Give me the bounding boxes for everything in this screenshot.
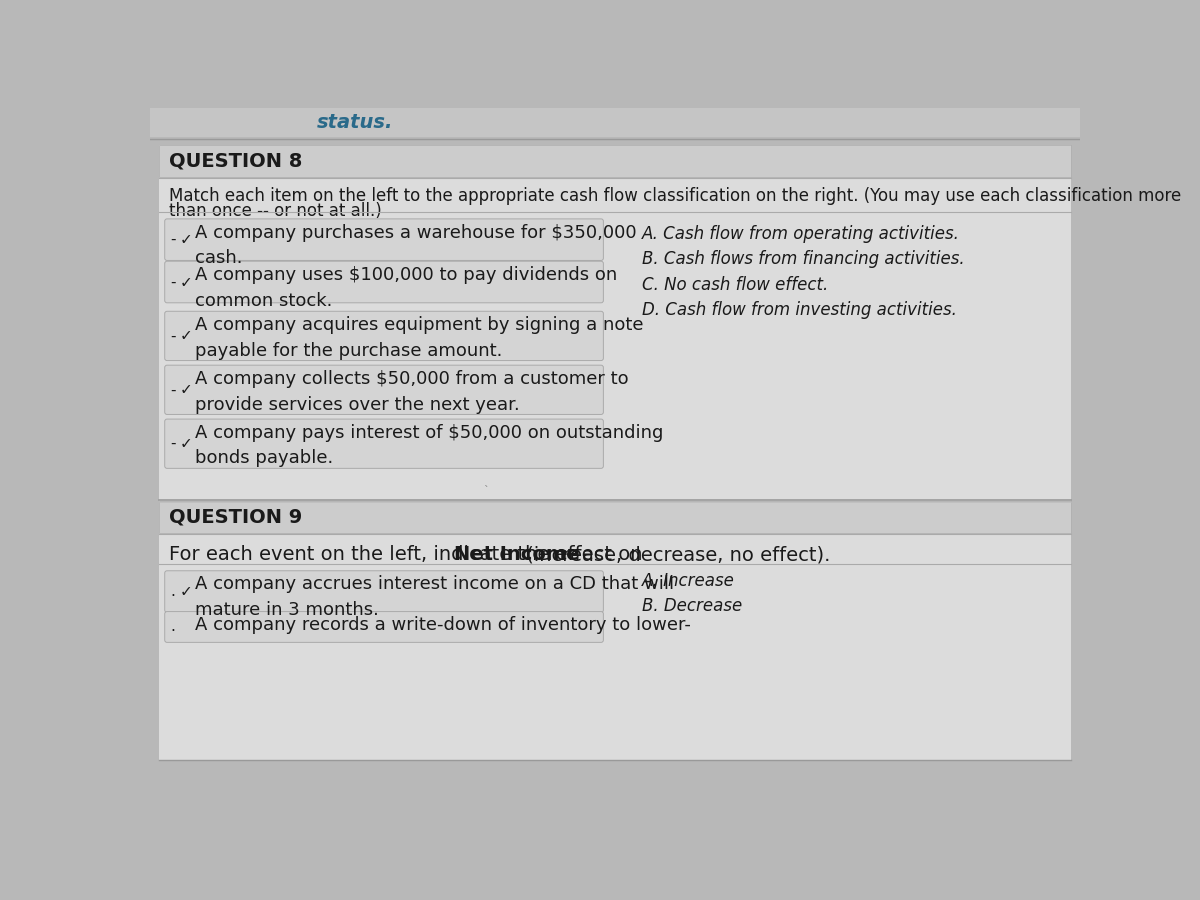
Text: ✓: ✓ [179,436,192,451]
FancyBboxPatch shape [164,571,604,612]
Text: A company accrues interest income on a CD that will
mature in 3 months.: A company accrues interest income on a C… [194,575,674,619]
Text: Match each item on the left to the appropriate cash flow classification on the r: Match each item on the left to the appro… [169,186,1182,204]
Text: Net Income: Net Income [454,545,580,564]
Text: A. Cash flow from operating activities.: A. Cash flow from operating activities. [642,225,960,243]
Text: A company purchases a warehouse for $350,000
cash.: A company purchases a warehouse for $350… [194,223,636,267]
Text: .: . [170,584,175,599]
Text: .: . [170,619,175,634]
Text: (increase, decrease, no effect).: (increase, decrease, no effect). [520,545,830,564]
Text: -: - [170,328,176,344]
Text: A company acquires equipment by signing a note
payable for the purchase amount.: A company acquires equipment by signing … [194,316,643,360]
Text: ✓: ✓ [179,274,192,290]
Text: ✓: ✓ [179,232,192,248]
FancyBboxPatch shape [150,108,1080,138]
Text: -: - [170,436,176,451]
Text: QUESTION 8: QUESTION 8 [169,151,302,171]
Text: ✓: ✓ [179,584,192,599]
FancyBboxPatch shape [164,219,604,260]
Text: status.: status. [317,113,394,132]
Text: A company pays interest of $50,000 on outstanding
bonds payable.: A company pays interest of $50,000 on ou… [194,424,664,467]
FancyBboxPatch shape [164,365,604,415]
Text: C. No cash flow effect.: C. No cash flow effect. [642,276,828,294]
Text: -: - [170,232,176,248]
Text: QUESTION 9: QUESTION 9 [169,508,302,526]
Text: `: ` [484,486,488,496]
FancyBboxPatch shape [160,500,1070,533]
Text: A company records a write-down of inventory to lower-: A company records a write-down of invent… [194,616,691,634]
FancyBboxPatch shape [164,419,604,468]
Text: ✓: ✓ [179,328,192,344]
Text: -: - [170,382,176,397]
FancyBboxPatch shape [164,612,604,643]
Text: -: - [170,274,176,290]
Text: B. Decrease: B. Decrease [642,597,743,615]
FancyBboxPatch shape [160,145,1070,761]
Text: A. Increase: A. Increase [642,572,734,590]
FancyBboxPatch shape [160,145,1070,177]
FancyBboxPatch shape [164,261,604,302]
Text: ✓: ✓ [179,382,192,397]
FancyBboxPatch shape [160,179,1070,500]
Text: than once -- or not at all.): than once -- or not at all.) [169,202,382,220]
Text: A company uses $100,000 to pay dividends on
common stock.: A company uses $100,000 to pay dividends… [194,266,617,310]
FancyBboxPatch shape [164,311,604,361]
Text: B. Cash flows from financing activities.: B. Cash flows from financing activities. [642,250,965,268]
Text: For each event on the left, indicate the effect on: For each event on the left, indicate the… [169,545,649,564]
FancyBboxPatch shape [160,535,1070,761]
FancyBboxPatch shape [150,108,1080,801]
Text: D. Cash flow from investing activities.: D. Cash flow from investing activities. [642,302,958,319]
Text: A company collects $50,000 from a customer to
provide services over the next yea: A company collects $50,000 from a custom… [194,370,629,413]
